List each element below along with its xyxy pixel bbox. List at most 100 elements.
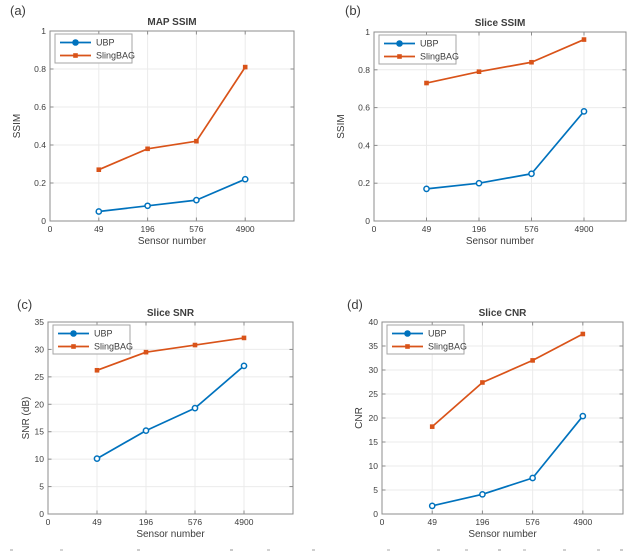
legend-box [54,33,133,64]
legend-marker [396,40,403,47]
x-tick-label: 576 [524,224,538,234]
axes-box [49,30,295,222]
y-tick-label: 0.4 [34,140,46,150]
data-point-ubp [95,208,103,215]
legend-entry: UBP [96,38,115,48]
legend-entry: SlingBAG [420,52,459,62]
y-tick-label: 0 [365,216,370,226]
axes-box [47,321,294,515]
data-point-ubp [240,362,248,370]
x-tick-label: 0 [372,224,377,234]
y-tick-label: 1 [41,26,46,36]
data-point-ubp [479,490,486,498]
chart-map-ssim: 0 49 196 576 4900 0 0.2 0.4 0.6 0.8 1 MAP SSIM Senso… [12,17,295,247]
series-line-slingbag [426,38,585,84]
series-line-slingbag [96,337,245,372]
x-tick-label: 0 [380,517,385,527]
data-point-slingbag [529,59,534,65]
x-tick-label: 0 [48,224,53,234]
data-point-slingbag [192,342,198,348]
y-tick-label: 25 [35,372,45,382]
legend-entry: UBP [428,329,447,339]
data-point-slingbag [424,80,429,86]
data-point-slingbag [94,367,100,373]
x-tick-label: 576 [188,517,202,527]
data-point-ubp [144,202,151,210]
y-tick-label: 30 [369,365,379,375]
y-tick-label: 0.4 [358,140,370,150]
y-tick-label: 35 [35,317,45,327]
legend-entry: UBP [420,39,439,49]
panel-d: (d) 0 49 196 576 4900 0 5 10 15 20 25 30 35 40 Slice C… [320,279,640,558]
chart-title: Slice CNR [479,308,528,319]
y-axis-label: SSIM [12,114,23,138]
x-tick-label: 196 [139,517,153,527]
panel-label-c: (c) [17,297,33,312]
x-axis-label: Sensor number [466,236,535,247]
data-point-slingbag [96,167,102,172]
y-tick-label: 0.2 [358,178,370,188]
x-tick-label: 196 [141,224,155,234]
data-point-slingbag [476,69,482,74]
panel-c: (c) 0 49 196 576 4900 0 5 10 15 20 25 30 35 Slice SNR… [0,279,320,558]
y-tick-label: 40 [369,317,379,327]
y-tick-label: 15 [35,427,45,437]
x-tick-label: 576 [189,224,203,234]
legend-box [386,324,465,355]
data-point-slingbag [429,424,435,429]
legend-entry: SlingBAG [96,51,135,61]
data-point-slingbag [242,64,248,70]
y-tick-label: 1 [365,27,370,37]
series-line-slingbag [98,66,246,171]
data-point-slingbag [194,138,199,144]
data-point-slingbag [581,37,587,42]
y-tick-label: 5 [39,482,44,492]
data-point-ubp [428,502,436,510]
y-tick-label: 35 [369,341,379,351]
data-point-ubp [142,427,150,434]
x-axis-label: Sensor number [136,529,205,540]
legend-box [52,324,131,355]
chart-title: Slice SNR [147,308,195,319]
x-axis-label: Sensor number [138,236,207,247]
panel-a: (a) 0 49 196 576 4900 0 0.2 0.4 0.6 0.8 1 MAP SSIM S… [0,0,320,279]
data-point-slingbag [580,331,586,337]
y-tick-label: 30 [35,344,45,354]
axes-box [373,31,627,222]
chart-title: Slice SSIM [475,18,526,29]
x-tick-label: 576 [526,517,540,527]
x-tick-label: 49 [427,517,437,527]
legend-marker [397,54,402,59]
y-tick-label: 20 [35,399,45,409]
data-point-ubp [579,412,587,420]
legend-box [378,34,457,65]
x-tick-label: 4900 [236,224,255,234]
data-point-slingbag [480,380,485,385]
chart-slice-snr: 0 49 196 576 4900 0 5 10 15 20 25 30 35 Slice SNR Sens… [21,308,294,540]
cropped-caption-remnant [10,549,13,551]
y-axis-label: SSIM [336,114,347,138]
y-axis-label: SNR (dB) [21,397,32,440]
data-point-ubp [191,404,199,412]
x-tick-label: 49 [422,224,432,234]
x-tick-label: 49 [92,517,102,527]
chart-slice-cnr: 0 49 196 576 4900 0 5 10 15 20 25 30 35 40 Slice CNR Se… [354,308,624,540]
y-tick-label: 0 [41,216,46,226]
y-tick-label: 0.8 [34,64,46,74]
data-point-ubp [528,170,535,178]
y-tick-label: 0.6 [358,103,370,113]
data-point-ubp [423,185,430,193]
x-tick-label: 196 [472,224,486,234]
data-point-ubp [475,179,483,187]
legend-marker [71,344,76,349]
y-tick-label: 10 [35,454,45,464]
y-tick-label: 20 [369,413,379,423]
series-line-ubp [432,415,584,507]
y-tick-label: 0.8 [358,65,370,75]
series-line-ubp [96,365,245,460]
chart-title: MAP SSIM [147,17,196,28]
y-tick-label: 0 [373,509,378,519]
legend-marker [404,330,411,337]
panel-label-a: (a) [10,3,26,18]
